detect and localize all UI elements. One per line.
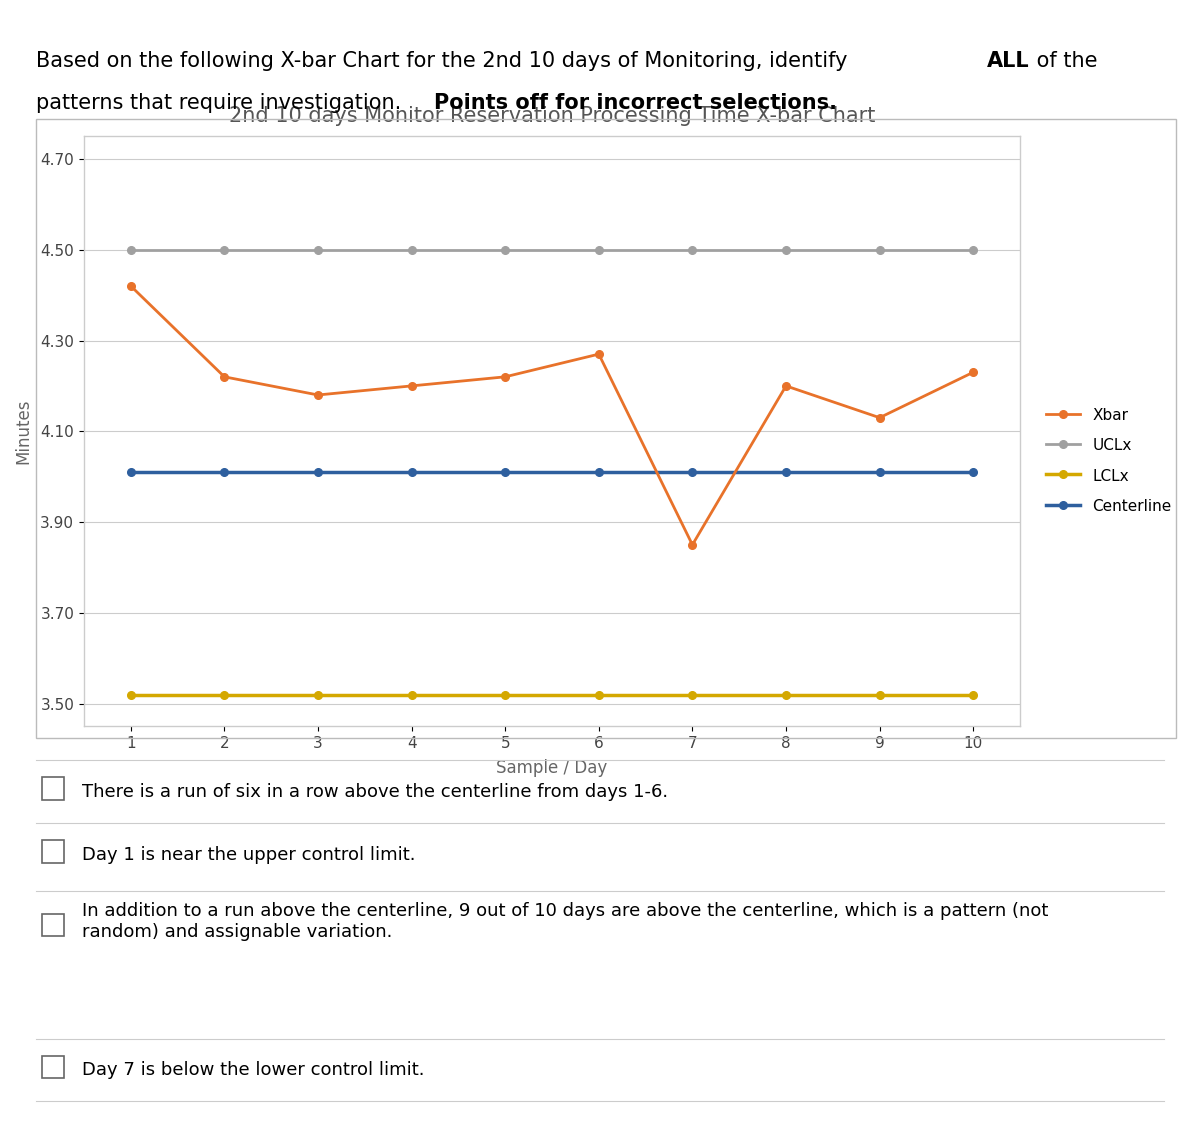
Text: There is a run of six in a row above the centerline from days 1-6.: There is a run of six in a row above the…	[82, 783, 667, 801]
UCLx	[311, 243, 325, 257]
Centerline	[779, 465, 793, 479]
Xbar	[498, 370, 512, 384]
Centerline	[872, 465, 887, 479]
Xbar	[124, 279, 138, 293]
UCLx	[779, 243, 793, 257]
Centerline	[592, 465, 606, 479]
UCLx	[592, 243, 606, 257]
LCLx	[872, 688, 887, 701]
Line: LCLx: LCLx	[127, 691, 977, 698]
LCLx	[124, 688, 138, 701]
Centerline	[966, 465, 980, 479]
Xbar	[404, 379, 419, 393]
Xbar	[592, 347, 606, 361]
Centerline	[311, 465, 325, 479]
Text: Based on the following X-bar Chart for the 2nd 10 days of Monitoring, identify: Based on the following X-bar Chart for t…	[36, 51, 854, 72]
LCLx	[685, 688, 700, 701]
Text: Day 1 is near the upper control limit.: Day 1 is near the upper control limit.	[82, 846, 415, 864]
LCLx	[779, 688, 793, 701]
Text: of the: of the	[1030, 51, 1097, 72]
UCLx	[966, 243, 980, 257]
Y-axis label: Minutes: Minutes	[14, 398, 32, 464]
Text: In addition to a run above the centerline, 9 out of 10 days are above the center: In addition to a run above the centerlin…	[82, 902, 1048, 941]
LCLx	[498, 688, 512, 701]
LCLx	[217, 688, 232, 701]
Line: Xbar: Xbar	[127, 283, 977, 548]
Text: ALL: ALL	[986, 51, 1030, 72]
LCLx	[592, 688, 606, 701]
Centerline	[685, 465, 700, 479]
Centerline	[498, 465, 512, 479]
UCLx	[404, 243, 419, 257]
UCLx	[217, 243, 232, 257]
X-axis label: Sample / Day: Sample / Day	[497, 759, 607, 777]
Xbar	[311, 388, 325, 402]
LCLx	[966, 688, 980, 701]
Line: UCLx: UCLx	[127, 246, 977, 253]
UCLx	[685, 243, 700, 257]
Title: 2nd 10 days Monitor Reservation Processing Time X-bar Chart: 2nd 10 days Monitor Reservation Processi…	[229, 107, 875, 126]
LCLx	[311, 688, 325, 701]
Xbar	[872, 411, 887, 424]
Centerline	[217, 465, 232, 479]
Line: Centerline: Centerline	[127, 469, 977, 476]
Centerline	[404, 465, 419, 479]
Xbar	[779, 379, 793, 393]
UCLx	[872, 243, 887, 257]
Text: Day 7 is below the lower control limit.: Day 7 is below the lower control limit.	[82, 1061, 424, 1079]
Text: Points off for incorrect selections.: Points off for incorrect selections.	[434, 93, 838, 114]
Xbar	[685, 538, 700, 552]
Centerline	[124, 465, 138, 479]
Text: patterns that require investigation.: patterns that require investigation.	[36, 93, 408, 114]
Xbar	[217, 370, 232, 384]
LCLx	[404, 688, 419, 701]
UCLx	[498, 243, 512, 257]
Xbar	[966, 365, 980, 379]
UCLx	[124, 243, 138, 257]
Legend: Xbar, UCLx, LCLx, Centerline: Xbar, UCLx, LCLx, Centerline	[1046, 407, 1171, 514]
